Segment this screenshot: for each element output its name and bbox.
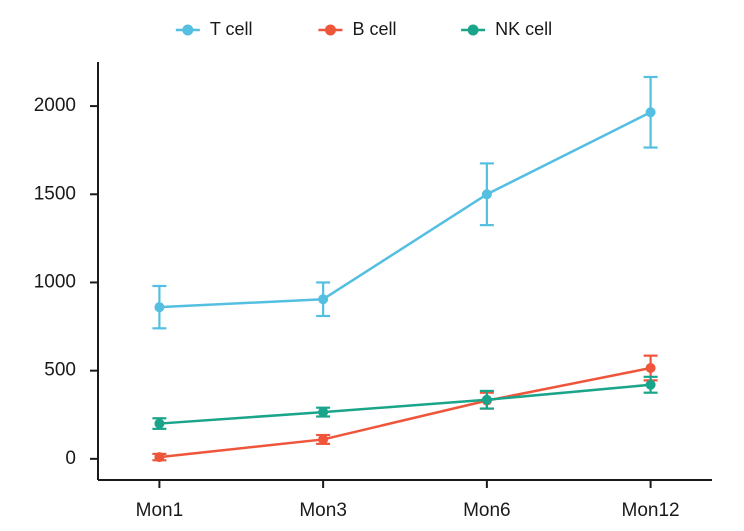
data-point — [482, 189, 492, 199]
y-tick-label: 1000 — [34, 271, 76, 292]
legend: T cell B cell NK cell — [176, 19, 552, 39]
legend-label: B cell — [352, 19, 396, 39]
data-point — [154, 419, 164, 429]
data-point — [318, 294, 328, 304]
data-point — [482, 395, 492, 405]
y-tick-label: 1500 — [34, 183, 76, 204]
data-point — [318, 407, 328, 417]
x-tick-label: Mon1 — [136, 500, 184, 521]
data-point — [646, 380, 656, 390]
data-point — [154, 302, 164, 312]
x-tick-label: Mon6 — [463, 500, 511, 521]
line-chart: 0 500 1000 1500 2000 Mon1 Mon3 Mon6 Mon12 T cell B… — [0, 0, 744, 531]
data-point — [646, 107, 656, 117]
legend-label: NK cell — [495, 19, 552, 39]
legend-label: T cell — [210, 19, 253, 39]
y-tick-label: 2000 — [34, 95, 76, 116]
x-tick-label: Mon3 — [299, 500, 347, 521]
x-tick-label: Mon12 — [622, 500, 680, 521]
data-point — [318, 434, 328, 444]
data-point — [154, 452, 164, 462]
data-point — [646, 363, 656, 373]
y-tick-label: 0 — [65, 448, 76, 469]
y-tick-label: 500 — [44, 360, 76, 381]
